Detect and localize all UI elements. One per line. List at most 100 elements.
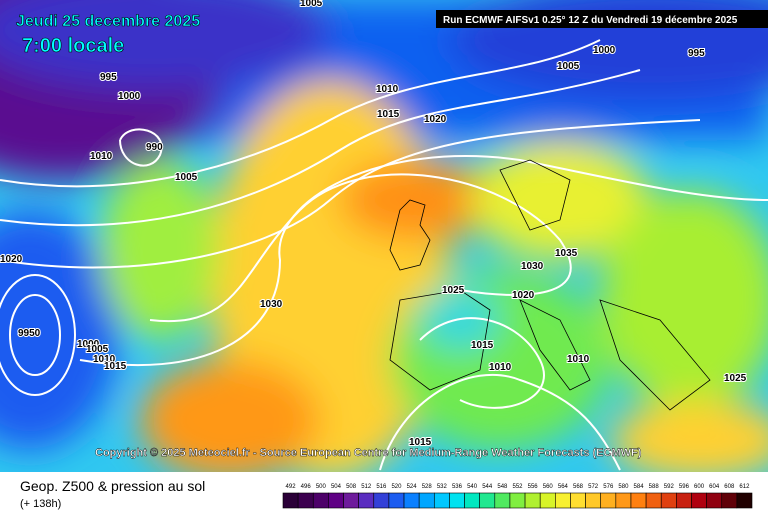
isobar-label: 1005	[557, 61, 580, 72]
isobar-label: 1020	[424, 114, 447, 125]
scale-label: 580	[618, 484, 629, 490]
isobar-label: 1015	[104, 361, 127, 372]
isobar-label: 1025	[442, 285, 465, 296]
isobar-label: 1020	[512, 290, 535, 301]
scale-label: 532	[437, 484, 448, 490]
scale-cell	[721, 492, 738, 509]
scale-cell	[449, 492, 465, 509]
isobar-label: 1035	[555, 248, 578, 259]
scale-label: 548	[497, 484, 508, 490]
scale-cell	[479, 492, 496, 509]
scale-label: 520	[391, 484, 402, 490]
isobars	[0, 39, 768, 471]
scale-label: 516	[376, 484, 387, 490]
scale-label: 556	[528, 484, 539, 490]
scale-cell	[509, 492, 526, 509]
scale-cell	[630, 492, 647, 509]
isobar-label: 1015	[377, 109, 400, 120]
scale-cell	[706, 492, 723, 509]
forecast-time: 7:00 locale	[22, 35, 124, 57]
scale-cell	[585, 492, 602, 509]
scale-cell	[343, 492, 359, 509]
scale-cell	[524, 492, 541, 509]
isobar-label: 995	[100, 72, 117, 83]
scale-label: 552	[512, 484, 523, 490]
scale-cell	[358, 492, 375, 509]
scale-cell	[433, 492, 450, 509]
scale-cell	[615, 492, 632, 509]
isobar-label: 1005	[86, 344, 109, 355]
scale-label: 544	[482, 484, 493, 490]
isobar-label: 1005	[300, 0, 323, 9]
color-scale: 492 496 500 504 508 512 516 520 524 528 532 536 540 5…	[282, 484, 753, 509]
isobar-label: 1010	[376, 84, 399, 95]
scale-label: 584	[634, 484, 645, 490]
scale-cell	[600, 492, 617, 509]
coastlines	[389, 159, 711, 411]
run-info: Run ECMWF AIFSv1 0.25° 12 Z du Vendredi …	[443, 15, 738, 26]
scale-label: 604	[709, 484, 720, 490]
scale-cell	[736, 492, 753, 509]
isobar-label: 1010	[489, 362, 512, 373]
scale-cell	[282, 492, 299, 509]
scale-label: 592	[664, 484, 675, 490]
scale-cell	[297, 492, 314, 509]
scale-label: 512	[361, 484, 372, 490]
scale-cell	[494, 492, 511, 509]
isobar-label: 1000	[593, 45, 616, 56]
isobar-label: 995	[688, 48, 705, 59]
scale-label: 492	[286, 484, 297, 490]
scale-cell	[312, 492, 329, 509]
scale-cell	[660, 492, 677, 509]
run-box	[436, 10, 768, 28]
isobar-label: 1030	[521, 261, 544, 272]
scale-label: 504	[331, 484, 342, 490]
scale-cell	[676, 492, 692, 509]
scale-cell	[570, 492, 586, 509]
isobar-label: 1000	[118, 91, 141, 102]
scale-label: 564	[558, 484, 569, 490]
scale-label: 608	[724, 484, 735, 490]
isobar-label: 990	[146, 142, 163, 153]
isobar-label: 1015	[409, 437, 432, 448]
isobar-label: 1010	[93, 354, 116, 365]
scale-cell	[328, 492, 344, 509]
scale-label: 500	[316, 484, 327, 490]
scale-cell	[539, 492, 556, 509]
scale-label: 528	[422, 484, 433, 490]
isobar-label: 1020	[0, 254, 23, 265]
scale-cell	[464, 492, 480, 509]
scale-label: 588	[649, 484, 660, 490]
scale-cell	[691, 492, 707, 509]
scale-label: 596	[679, 484, 690, 490]
scale-label: 524	[407, 484, 418, 490]
scale-label: 576	[603, 484, 614, 490]
scale-label: 496	[301, 484, 312, 490]
scale-label: 612	[739, 484, 750, 490]
scale-label: 560	[543, 484, 554, 490]
scale-label: 572	[588, 484, 599, 490]
footer-title: Geop. Z500 & pression au sol	[20, 478, 205, 494]
isobar-labels: 1005 995 1000 990 1010 1005 1010 1015 10…	[0, 0, 748, 449]
copyright: Copyright © 2025 Meteociel.fr - Source E…	[95, 447, 642, 459]
scale-cell	[418, 492, 435, 509]
scale-cell	[555, 492, 571, 509]
forecast-date: Jeudi 25 decembre 2025	[16, 13, 200, 30]
isobar-label: 1030	[260, 299, 283, 310]
scale-label: 508	[346, 484, 357, 490]
isobar-label: 1005	[175, 172, 198, 183]
isobar-label: 1010	[567, 354, 590, 365]
footer-lead: (+ 138h)	[20, 498, 61, 510]
scale-cell	[403, 492, 420, 509]
isobar-label: 1015	[471, 340, 494, 351]
scale-cell	[388, 492, 405, 509]
scale-label: 600	[694, 484, 705, 490]
scale-label: 540	[467, 484, 478, 490]
scale-cell	[645, 492, 662, 509]
isobar-label: 1025	[724, 373, 747, 384]
scale-label: 536	[452, 484, 463, 490]
isobar-label: 1000	[77, 339, 100, 350]
scale-cell	[373, 492, 390, 509]
isobar-label: 9950	[18, 328, 41, 339]
